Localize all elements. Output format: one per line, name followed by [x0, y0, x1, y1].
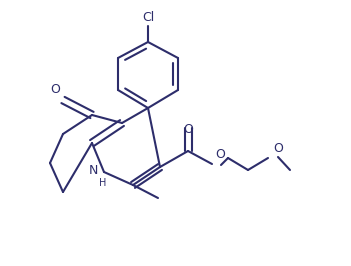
- Text: O: O: [183, 123, 193, 136]
- Text: Cl: Cl: [142, 11, 154, 24]
- Text: O: O: [273, 142, 283, 155]
- Text: N: N: [88, 164, 98, 177]
- Text: O: O: [50, 83, 60, 96]
- Text: H: H: [99, 178, 107, 188]
- Text: O: O: [215, 148, 225, 161]
